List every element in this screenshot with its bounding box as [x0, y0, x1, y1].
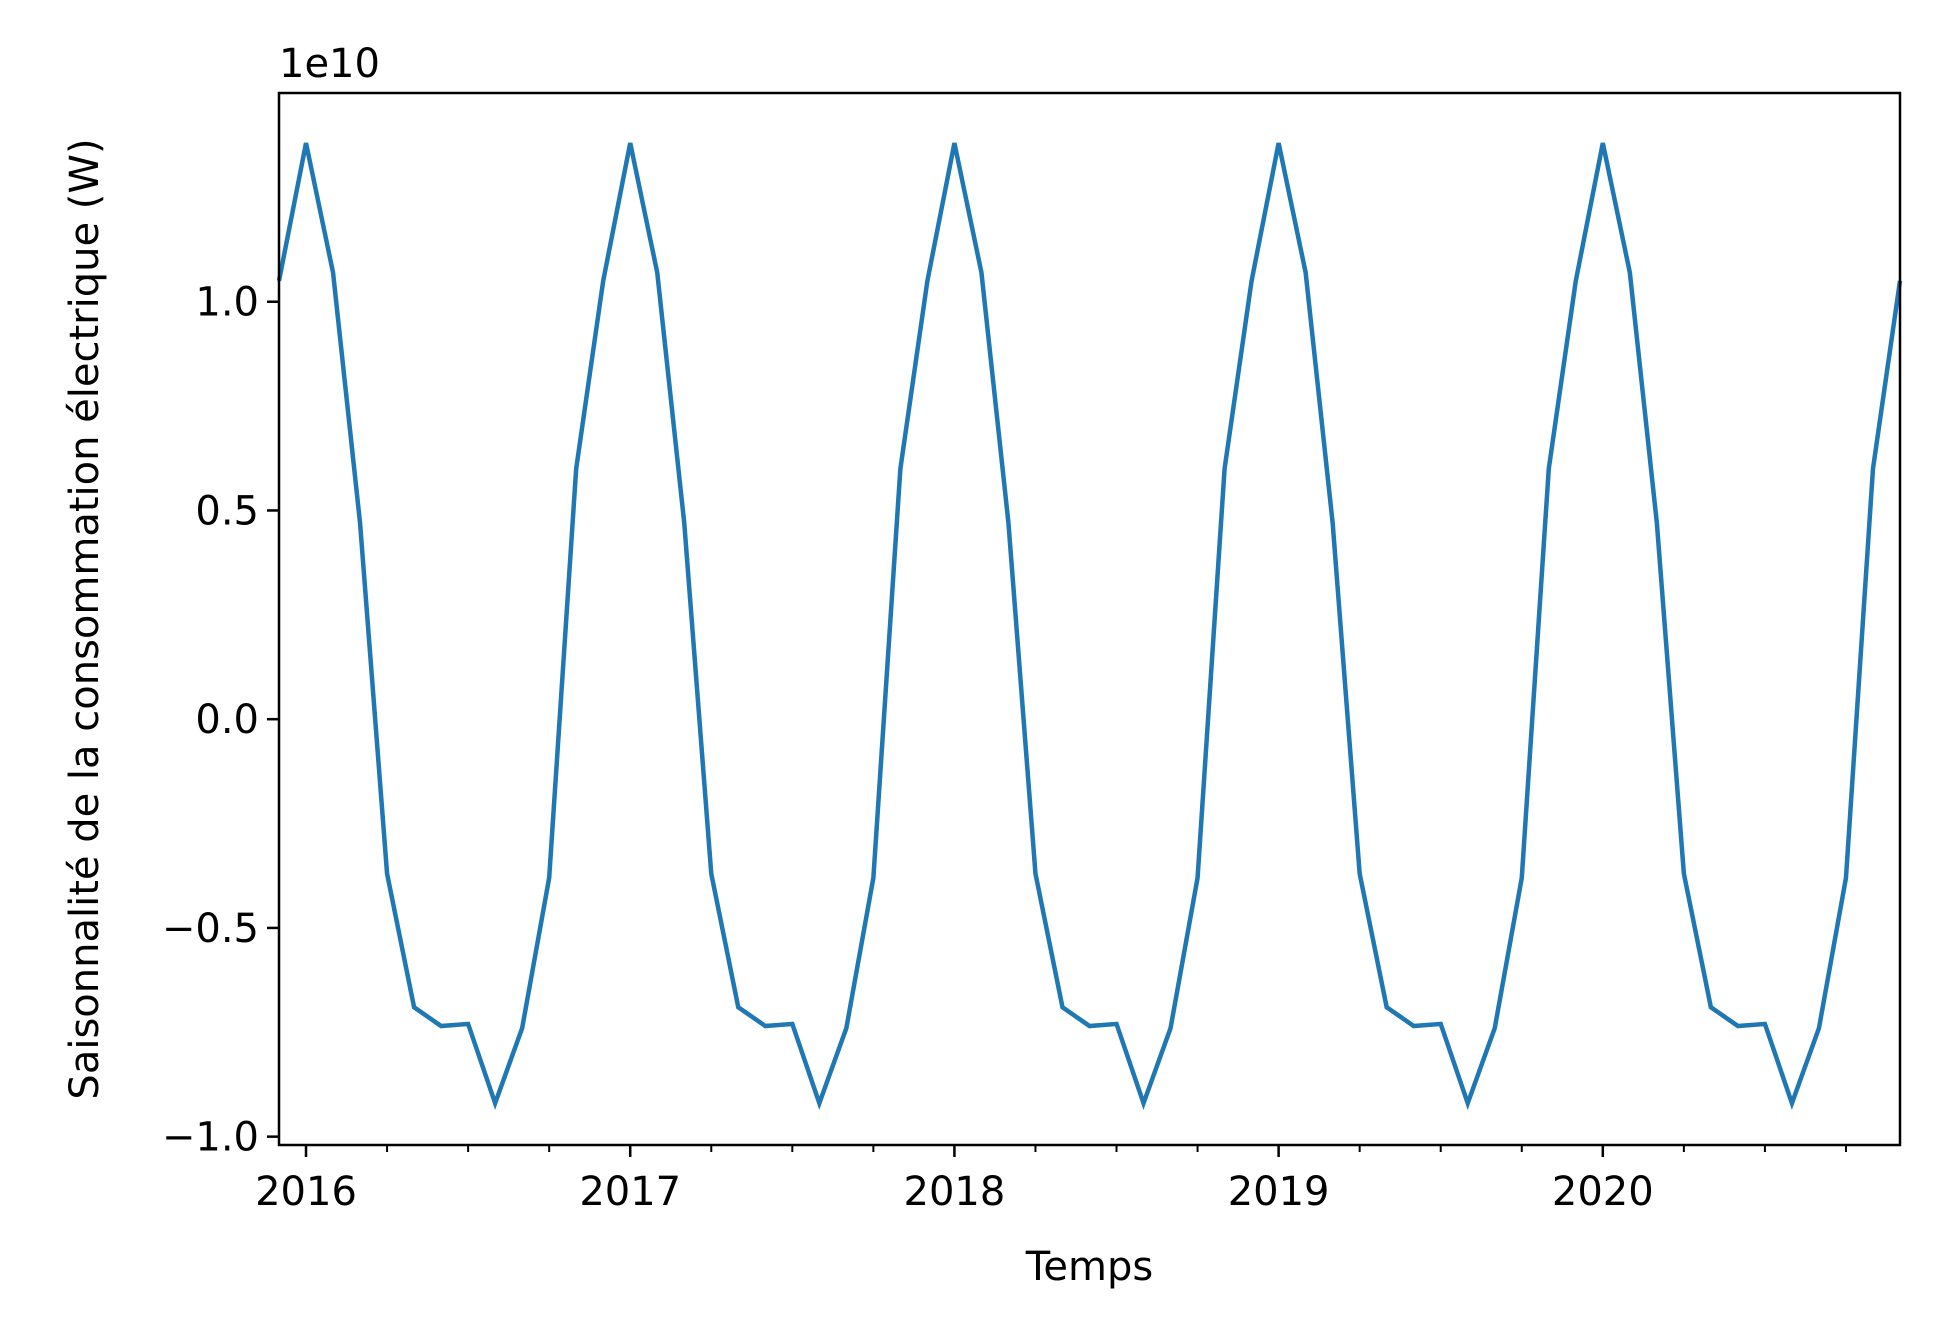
- x-tick-label: 2018: [904, 1169, 1006, 1215]
- x-tick-label: 2016: [255, 1169, 357, 1215]
- x-tick-label: 2020: [1552, 1169, 1654, 1215]
- series-line-0: [276, 142, 1903, 1111]
- x-tick-label: 2017: [579, 1169, 681, 1215]
- y-tick-label: 1.0: [195, 280, 259, 326]
- y-tick-label: −1.0: [162, 1115, 259, 1161]
- y-axis-label: Saisonnalité de la consommation électriq…: [62, 138, 108, 1099]
- y-tick-label: −0.5: [162, 906, 259, 952]
- y-tick-label: 0.0: [195, 697, 259, 743]
- x-axis-label: Temps: [1025, 1244, 1153, 1290]
- plot-area-frame: [277, 91, 1902, 1147]
- y-tick-label: 0.5: [195, 488, 259, 534]
- x-tick-label: 2019: [1228, 1169, 1330, 1215]
- y-offset-label: 1e10: [279, 41, 380, 87]
